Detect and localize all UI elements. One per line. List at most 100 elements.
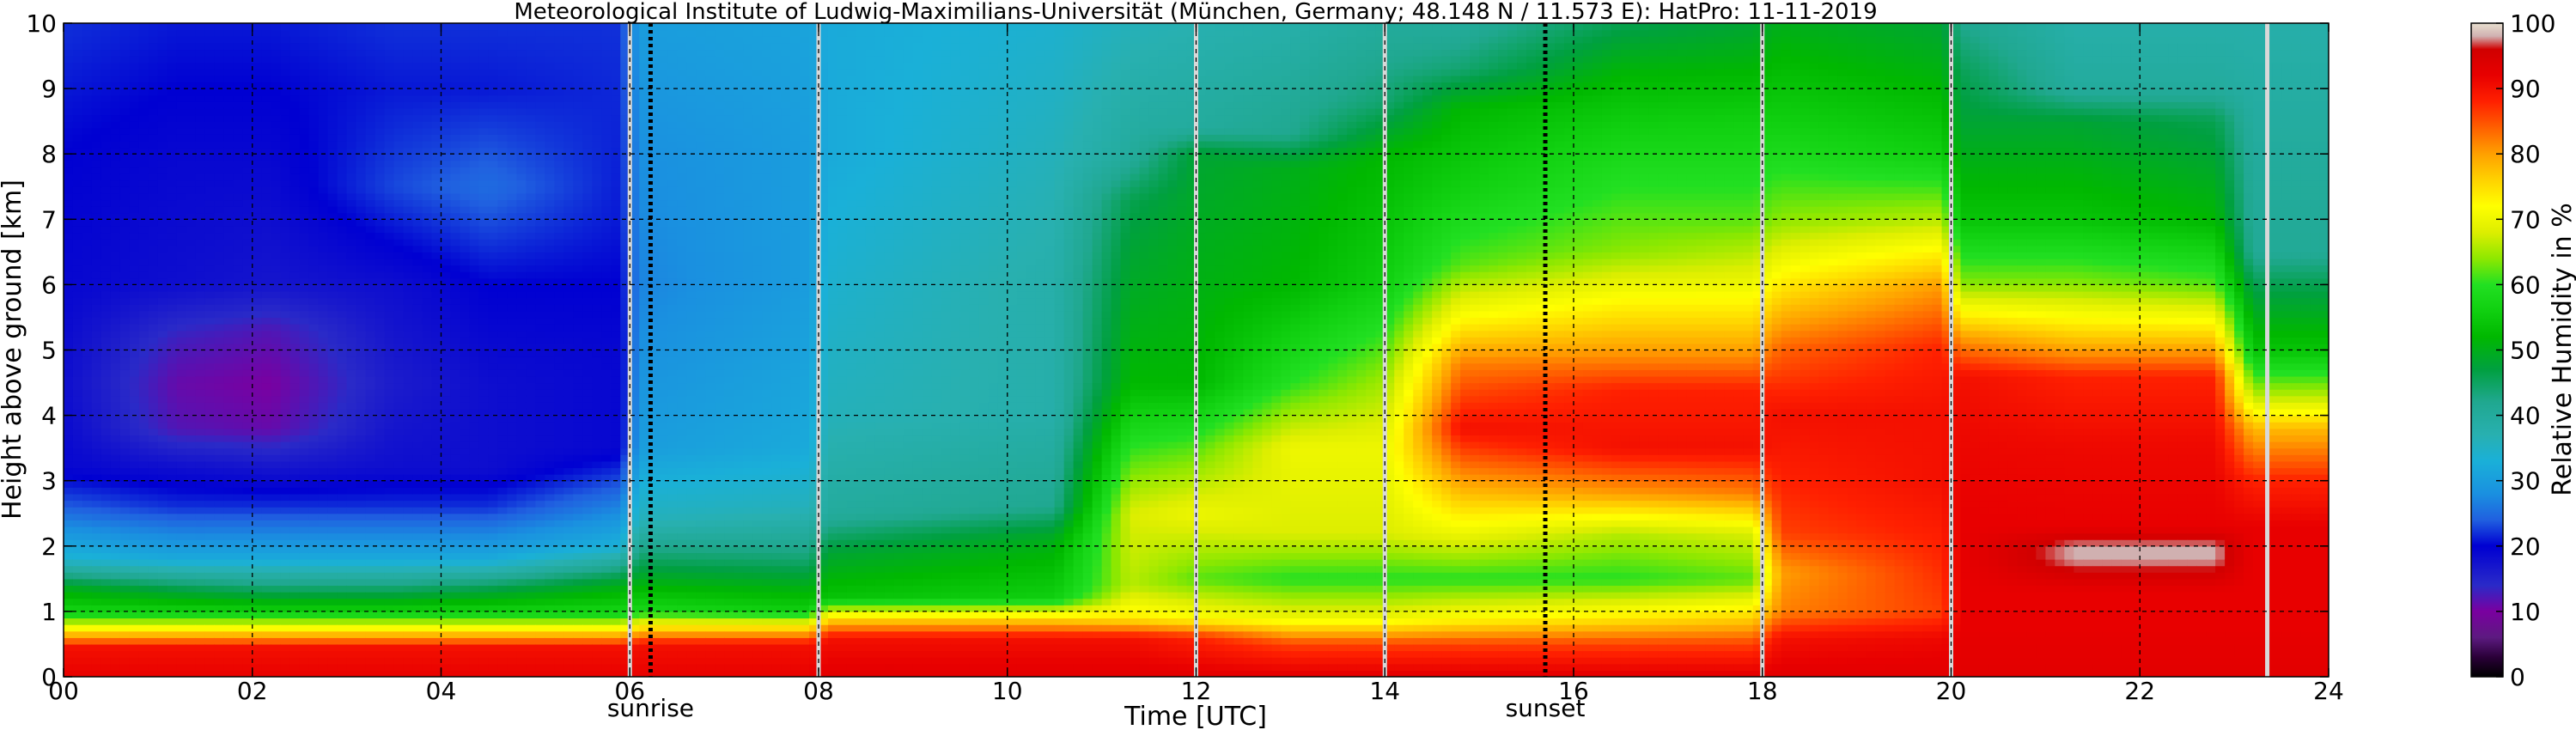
heatmap-cell (130, 49, 140, 56)
heatmap-cell (73, 429, 83, 435)
heatmap-cell (196, 350, 206, 357)
heatmap-cell (111, 173, 121, 180)
heatmap-cell (158, 631, 168, 638)
heatmap-cell (82, 43, 93, 50)
heatmap-cell (64, 246, 74, 252)
heatmap-cell (82, 199, 93, 206)
heatmap-cell (177, 30, 187, 37)
heatmap-cell (196, 481, 206, 488)
heatmap-cell (177, 454, 187, 461)
heatmap-cell (186, 369, 197, 376)
heatmap-cell (92, 219, 102, 226)
heatmap-cell (215, 369, 225, 376)
heatmap-cell (92, 259, 102, 265)
heatmap-cell (73, 435, 83, 441)
heatmap-cell (167, 233, 178, 240)
heatmap-cell (158, 311, 168, 318)
heatmap-cell (186, 95, 197, 102)
heatmap-cell (196, 337, 206, 344)
heatmap-cell (92, 533, 102, 540)
heatmap-cell (215, 311, 225, 318)
heatmap-cell (177, 167, 187, 173)
heatmap-cell (111, 284, 121, 291)
heatmap-cell (111, 206, 121, 213)
heatmap-cell (224, 637, 234, 644)
heatmap-cell (111, 429, 121, 435)
heatmap-cell (158, 501, 168, 508)
heatmap-cell (158, 298, 168, 305)
heatmap-cell (215, 350, 225, 357)
heatmap-cell (111, 311, 121, 318)
heatmap-cell (111, 324, 121, 331)
heatmap-cell (205, 173, 216, 180)
heatmap-cell (64, 23, 74, 30)
heatmap-cell (130, 533, 140, 540)
heatmap-cell (196, 631, 206, 638)
heatmap-cell (92, 631, 102, 638)
heatmap-cell (82, 416, 93, 423)
heatmap-cell (120, 317, 131, 324)
heatmap-cell (82, 317, 93, 324)
heatmap-cell (120, 467, 131, 474)
heatmap-cell (139, 298, 149, 305)
heatmap-cell (158, 579, 168, 586)
heatmap-cell (111, 422, 121, 429)
heatmap-cell (139, 69, 149, 76)
heatmap-cell (130, 317, 140, 324)
heatmap-cell (130, 128, 140, 135)
heatmap-cell (139, 657, 149, 664)
heatmap-cell (101, 350, 112, 357)
heatmap-cell (149, 337, 159, 344)
heatmap-cell (149, 199, 159, 206)
heatmap-cell (167, 304, 178, 311)
heatmap-cell (92, 644, 102, 651)
heatmap-cell (92, 566, 102, 573)
heatmap-cell (215, 134, 225, 141)
heatmap-cell (177, 494, 187, 501)
heatmap-cell (215, 233, 225, 240)
heatmap-cell (73, 533, 83, 540)
heatmap-cell (92, 30, 102, 37)
heatmap-cell (120, 284, 131, 291)
heatmap-cell (73, 121, 83, 128)
heatmap-cell (186, 284, 197, 291)
heatmap-cell (111, 337, 121, 344)
heatmap-cell (82, 566, 93, 573)
heatmap-cell (73, 637, 83, 644)
heatmap-cell (167, 389, 178, 396)
heatmap-cell (215, 36, 225, 43)
heatmap-cell (177, 448, 187, 455)
heatmap-cell (101, 520, 112, 526)
heatmap-cell (92, 526, 102, 533)
heatmap-cell (224, 592, 234, 599)
heatmap-cell (149, 559, 159, 566)
heatmap-cell (120, 95, 131, 102)
heatmap-cell (196, 206, 206, 213)
heatmap-cell (186, 637, 197, 644)
heatmap-cell (158, 429, 168, 435)
heatmap-cell (73, 265, 83, 272)
heatmap-cell (73, 350, 83, 357)
heatmap-cell (82, 487, 93, 494)
heatmap-cell (205, 226, 216, 233)
heatmap-cell (215, 199, 225, 206)
heatmap-cell (130, 284, 140, 291)
heatmap-cell (82, 383, 93, 390)
heatmap-cell (101, 651, 112, 658)
heatmap-cell (149, 533, 159, 540)
heatmap-cell (111, 101, 121, 108)
heatmap-cell (167, 246, 178, 252)
heatmap-cell (92, 507, 102, 514)
heatmap-cell (92, 546, 102, 553)
heatmap-cell (64, 487, 74, 494)
heatmap-cell (120, 167, 131, 173)
heatmap-cell (205, 284, 216, 291)
heatmap-cell (205, 494, 216, 501)
heatmap-cell (120, 252, 131, 259)
heatmap-cell (167, 311, 178, 318)
heatmap-cell (73, 624, 83, 631)
heatmap-cell (158, 252, 168, 259)
heatmap-cell (205, 337, 216, 344)
heatmap-cell (120, 76, 131, 82)
heatmap-cell (120, 331, 131, 338)
